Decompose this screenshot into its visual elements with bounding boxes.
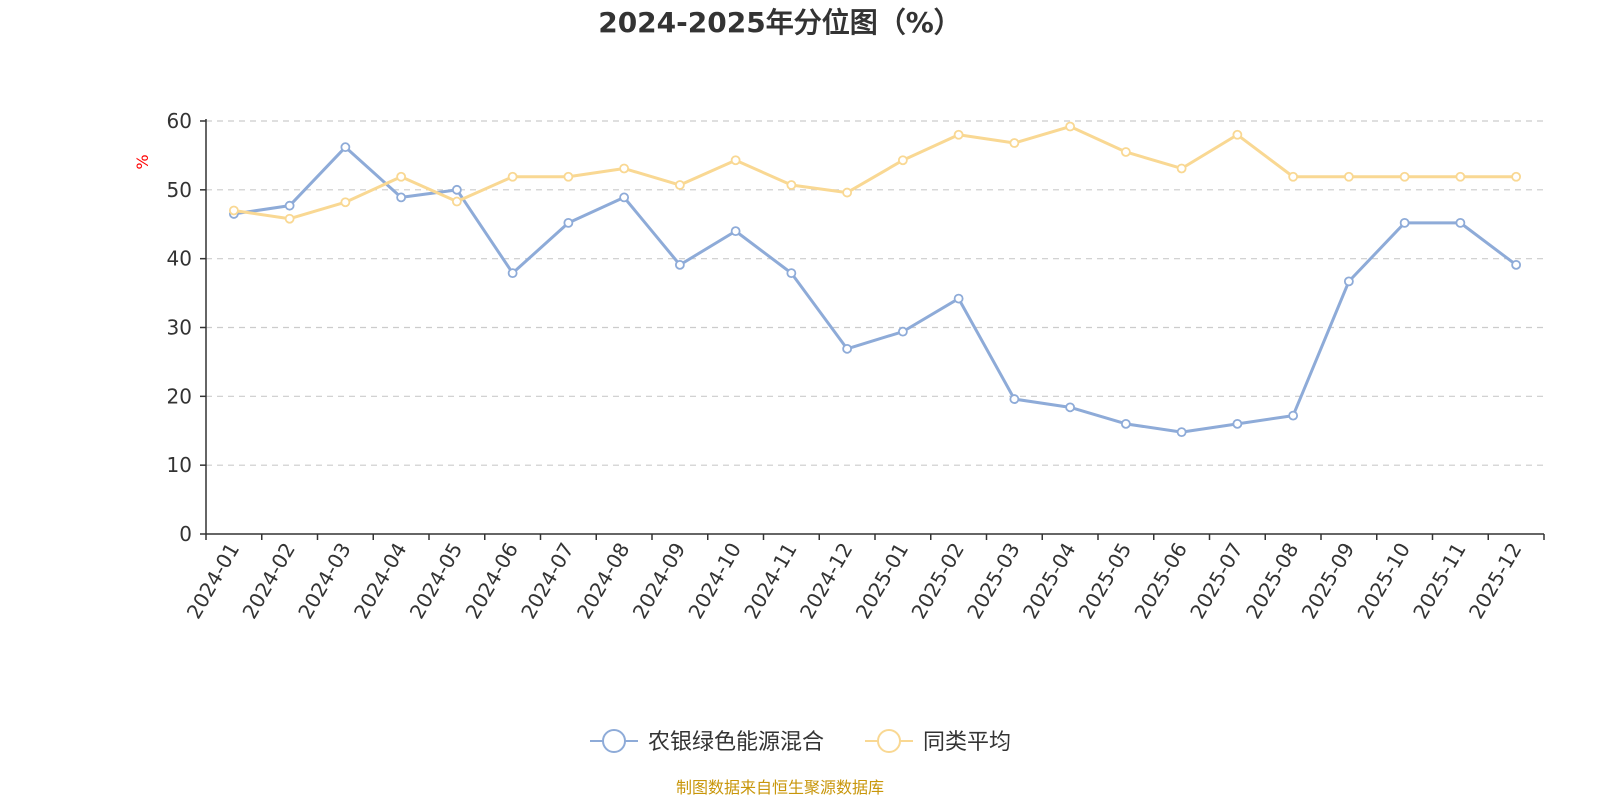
data-point: [953, 293, 964, 304]
x-tick-label: 2025-01: [851, 539, 914, 623]
data-point: [1009, 138, 1020, 148]
x-tick-label: 2024-07: [516, 539, 579, 623]
data-point: [619, 192, 630, 203]
series-line: [233, 125, 1517, 221]
y-tick-label: 60: [167, 109, 192, 133]
y-tick-label: 50: [167, 178, 192, 202]
data-point: [340, 142, 351, 153]
data-point: [1120, 418, 1131, 429]
legend[interactable]: 农银绿色能源混合 同类平均: [590, 729, 1011, 755]
x-tick-label: 2025-03: [962, 539, 1025, 623]
series-lines: [228, 121, 1522, 438]
data-point: [284, 200, 295, 211]
x-tick-label: 2024-08: [572, 539, 635, 623]
data-point: [1343, 276, 1354, 287]
data-point: [451, 196, 462, 207]
x-tick-label: 2025-08: [1241, 539, 1304, 623]
data-point: [953, 129, 964, 140]
data-point: [396, 171, 407, 182]
data-point: [1176, 427, 1187, 438]
data-point: [1176, 163, 1187, 174]
grid-lines: [206, 120, 1544, 466]
x-tick-label: 2025-11: [1408, 539, 1471, 623]
data-point: [1511, 171, 1522, 182]
y-tick-label: 20: [167, 384, 192, 408]
x-tick-label: 2025-05: [1074, 539, 1137, 623]
y-tick-label: 30: [167, 316, 192, 340]
data-point: [1009, 394, 1020, 404]
data-point: [619, 163, 630, 174]
data-point: [1232, 129, 1243, 140]
data-point: [1288, 410, 1299, 421]
series-line: [233, 145, 1518, 434]
x-tick-label: 2025-07: [1185, 539, 1248, 623]
data-point: [1399, 171, 1410, 182]
x-tick-label: 2025-06: [1129, 539, 1192, 623]
x-tick-label: 2024-06: [460, 539, 523, 623]
x-tick-label: 2024-01: [182, 539, 245, 623]
series-1: [228, 121, 1522, 224]
data-point: [1065, 402, 1076, 413]
y-tick-label: 40: [167, 247, 192, 271]
data-point: [1232, 418, 1243, 429]
axes: 01020304050602024-012024-022024-032024-0…: [167, 109, 1545, 623]
data-point: [284, 213, 295, 224]
data-source-note: 制图数据来自恒生聚源数据库: [676, 778, 884, 797]
data-point: [786, 180, 797, 190]
data-point: [897, 326, 908, 337]
x-tick-label: 2024-03: [293, 539, 356, 623]
data-point: [897, 155, 908, 166]
series-0: [228, 142, 1522, 438]
x-tick-label: 2024-11: [739, 539, 802, 623]
data-point: [507, 268, 518, 279]
data-point: [1120, 147, 1131, 157]
data-point: [396, 192, 407, 203]
data-point: [842, 187, 853, 198]
x-tick-label: 2024-10: [683, 539, 746, 623]
data-point: [1065, 121, 1076, 132]
x-tick-label: 2024-05: [405, 539, 468, 623]
x-tick-label: 2025-02: [906, 539, 969, 623]
data-point: [228, 205, 239, 216]
data-point: [451, 184, 462, 195]
data-point: [842, 343, 853, 354]
x-tick-label: 2024-02: [237, 539, 300, 623]
legend-marker-icon: [602, 729, 626, 753]
data-point: [1455, 171, 1466, 182]
y-tick-label: 0: [179, 522, 192, 546]
x-tick-label: 2025-10: [1352, 539, 1415, 623]
x-tick-label: 2025-04: [1018, 539, 1081, 623]
data-point: [340, 197, 351, 208]
x-tick-label: 2024-04: [349, 539, 412, 623]
data-point: [1455, 217, 1466, 228]
data-point: [563, 217, 574, 228]
x-tick-label: 2025-12: [1464, 539, 1527, 623]
legend-item-0[interactable]: 农银绿色能源混合: [590, 729, 824, 755]
y-axis-unit: %: [133, 154, 152, 169]
data-point: [786, 268, 797, 279]
legend-label: 农银绿色能源混合: [648, 730, 824, 755]
data-point: [1399, 217, 1410, 228]
x-tick-label: 2024-09: [628, 539, 691, 623]
data-point: [1288, 171, 1299, 182]
legend-marker-icon: [877, 729, 901, 753]
data-point: [730, 155, 741, 166]
data-point: [730, 226, 741, 237]
chart-title: 2024-2025年分位图（%）: [598, 6, 962, 39]
data-point: [507, 171, 518, 182]
data-point: [1343, 171, 1354, 182]
x-tick-label: 2024-12: [795, 539, 858, 623]
data-point: [1511, 259, 1522, 270]
legend-item-1[interactable]: 同类平均: [865, 729, 1011, 755]
data-point: [674, 180, 685, 190]
data-point: [674, 259, 685, 270]
legend-label: 同类平均: [923, 730, 1011, 755]
x-tick-label: 2025-09: [1297, 539, 1360, 623]
y-tick-label: 10: [167, 453, 192, 477]
data-point: [563, 171, 574, 182]
